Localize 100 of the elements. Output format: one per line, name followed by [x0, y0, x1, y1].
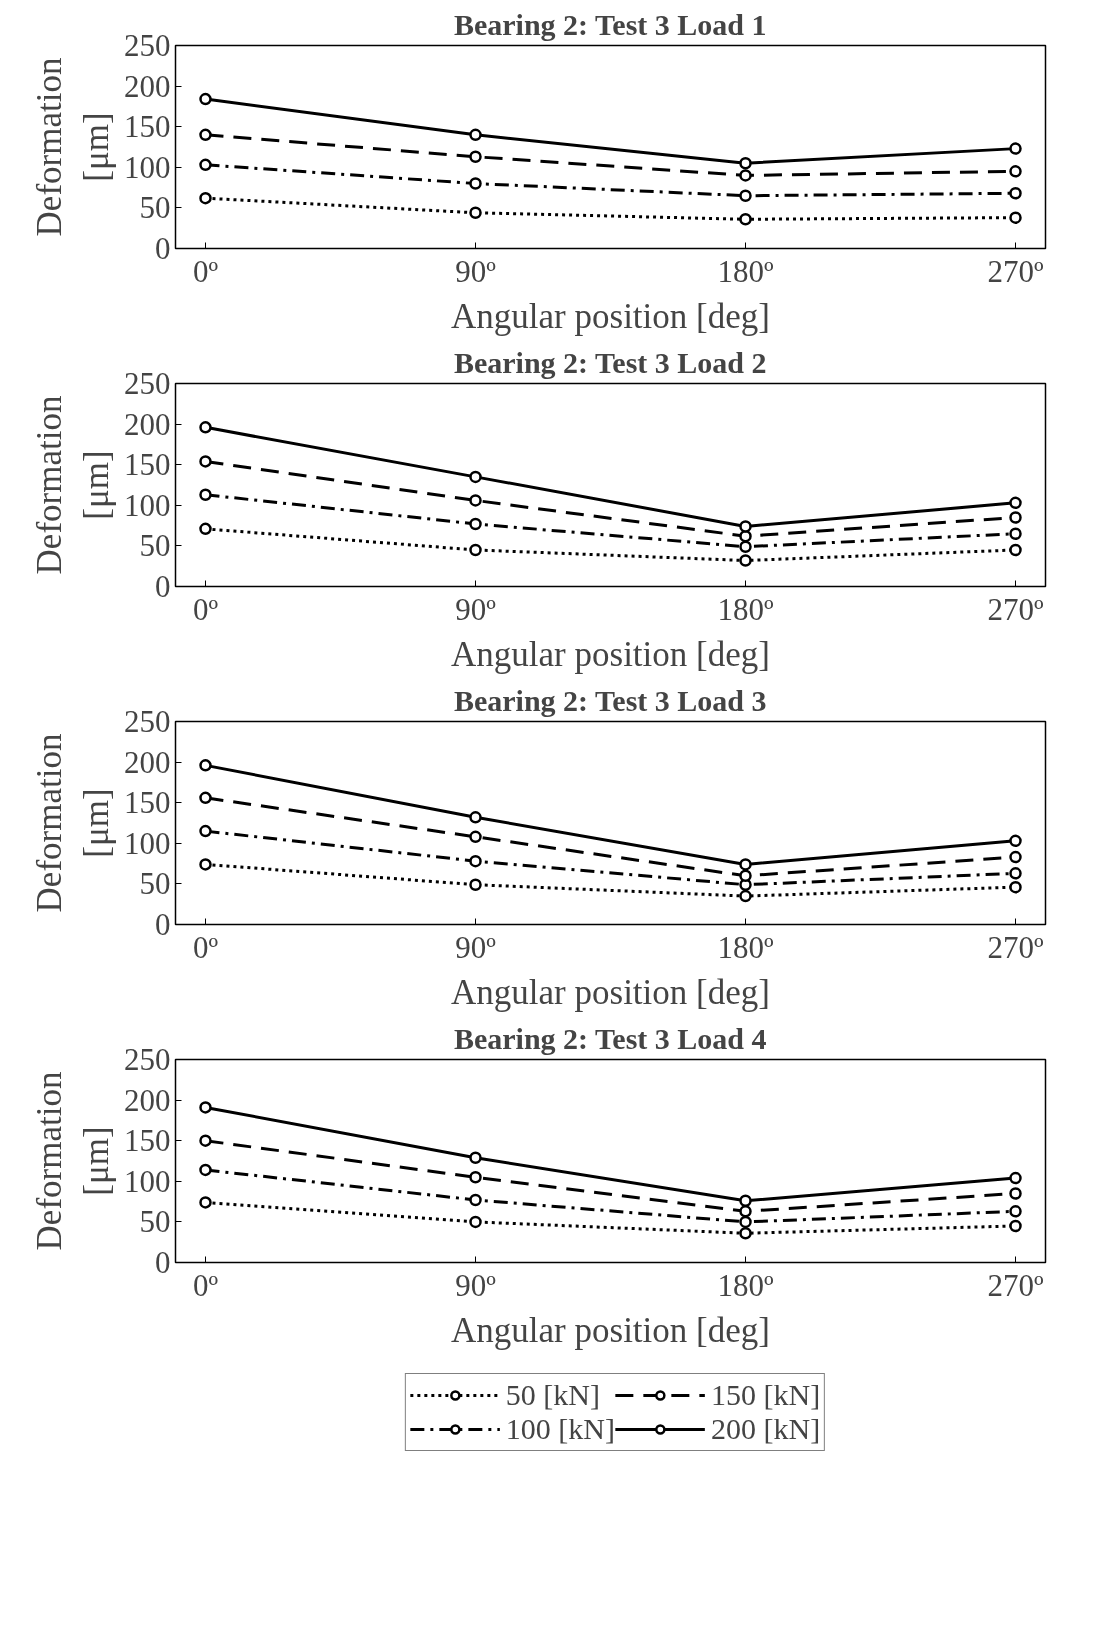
x-tick-label: 90º — [455, 929, 497, 965]
x-tick-label: 270º — [987, 929, 1044, 965]
point — [199, 1196, 212, 1209]
y-tick-label: 100 — [124, 825, 171, 861]
point — [199, 128, 212, 142]
x-axis-title: Angular position [deg] — [451, 972, 770, 1012]
point — [469, 878, 482, 891]
chart-title: Bearing 2: Test 3 Load 1 — [453, 7, 767, 41]
x-tick-label: 90º — [455, 591, 497, 627]
point — [739, 157, 752, 170]
point — [739, 554, 752, 567]
x-tick-label: 180º — [717, 591, 774, 627]
point — [469, 543, 482, 557]
point — [469, 854, 482, 868]
point — [469, 517, 482, 531]
point — [1009, 165, 1022, 178]
point — [199, 488, 212, 501]
point — [1009, 1171, 1022, 1185]
point — [1009, 834, 1022, 848]
y-tick-label: 100 — [124, 487, 171, 523]
x-axis-title: Angular position [deg] — [451, 1310, 770, 1350]
y-tick-label: 50 — [139, 866, 171, 902]
point — [739, 889, 752, 903]
x-axis-title: Angular position [deg] — [451, 634, 770, 674]
point — [199, 158, 212, 172]
point — [199, 92, 212, 106]
y-tick-label: 200 — [124, 68, 171, 104]
point — [739, 520, 752, 533]
y-tick-label: 250 — [124, 366, 171, 401]
point — [199, 191, 212, 205]
y-tick-label: 100 — [124, 1163, 171, 1199]
point — [469, 1215, 482, 1229]
y-tick-label: 0 — [155, 569, 171, 604]
point — [199, 1101, 212, 1114]
point — [739, 1194, 752, 1208]
point — [469, 830, 482, 844]
point — [469, 150, 482, 163]
point — [199, 759, 212, 772]
point — [1009, 1205, 1022, 1218]
x-tick-label: 180º — [717, 929, 774, 965]
point — [199, 522, 212, 536]
x-tick-label: 180º — [717, 1267, 774, 1303]
point — [739, 540, 752, 553]
y-tick-label: 200 — [124, 744, 171, 780]
point — [739, 858, 752, 871]
legend-label: 100 [kN] — [505, 1412, 615, 1446]
point — [469, 177, 482, 190]
x-tick-label: 180º — [717, 253, 774, 289]
chart-title: Bearing 2: Test 3 Load 3 — [453, 683, 767, 717]
point — [1009, 850, 1022, 864]
point — [469, 811, 482, 824]
y-tick-label: 50 — [139, 190, 171, 226]
y-tick-label: 150 — [124, 447, 171, 483]
point — [739, 1215, 752, 1229]
y-axis-title: Deformation [μm] — [30, 395, 116, 575]
y-tick-label: 200 — [124, 1082, 171, 1118]
point — [1009, 543, 1022, 557]
y-axis-title: Deformation [μm] — [30, 733, 116, 913]
y-tick-label: 150 — [124, 1123, 171, 1159]
point — [739, 529, 752, 543]
point — [199, 858, 212, 871]
x-tick-label: 270º — [987, 253, 1044, 289]
point — [469, 206, 482, 220]
x-tick-label: 270º — [987, 1267, 1044, 1303]
x-tick-label: 0º — [192, 591, 219, 627]
y-tick-label: 200 — [124, 406, 171, 442]
point — [469, 494, 482, 507]
point — [739, 189, 752, 202]
point — [1009, 511, 1022, 524]
point — [199, 824, 212, 838]
point — [469, 1171, 482, 1184]
y-tick-label: 150 — [124, 785, 171, 821]
point — [739, 213, 752, 226]
point — [1009, 880, 1022, 894]
point — [1009, 1219, 1022, 1233]
point — [199, 1134, 212, 1147]
y-axis-title: Deformation [μm] — [30, 57, 116, 237]
legend-label: 200 [kN] — [711, 1412, 821, 1446]
y-tick-label: 150 — [124, 109, 171, 145]
x-tick-label: 90º — [455, 1267, 497, 1303]
point — [469, 470, 482, 484]
y-tick-label: 0 — [155, 907, 171, 942]
point — [1009, 1187, 1022, 1200]
point — [469, 1151, 482, 1164]
point — [739, 869, 752, 883]
point — [469, 128, 482, 142]
y-axis-title: Deformation [μm] — [30, 1071, 116, 1251]
y-tick-label: 250 — [124, 704, 171, 739]
y-tick-label: 250 — [124, 1042, 171, 1077]
y-tick-label: 0 — [155, 231, 171, 266]
y-tick-label: 100 — [124, 149, 171, 185]
chart-title: Bearing 2: Test 3 Load 2 — [453, 345, 767, 379]
point — [739, 169, 752, 182]
point — [199, 791, 212, 805]
point — [1009, 142, 1022, 155]
point — [1009, 496, 1022, 510]
legend-label: 150 [kN] — [711, 1378, 821, 1412]
point — [739, 1205, 752, 1218]
chart-title: Bearing 2: Test 3 Load 4 — [453, 1021, 767, 1055]
point — [739, 1227, 752, 1240]
